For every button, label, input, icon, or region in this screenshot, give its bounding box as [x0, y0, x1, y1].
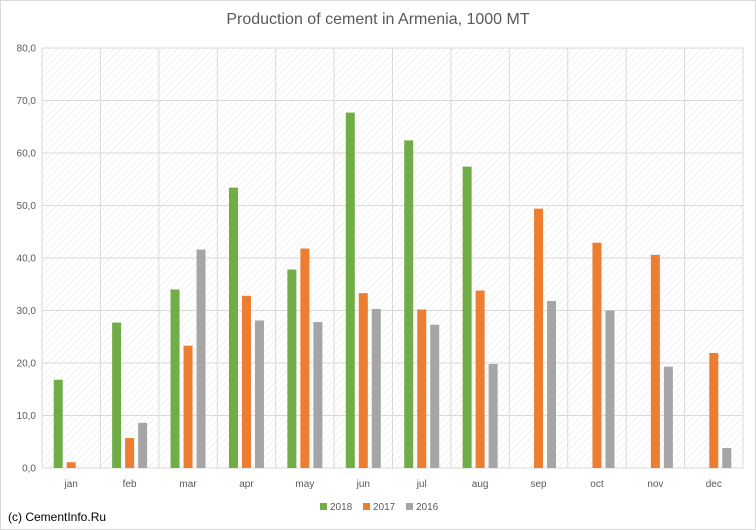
legend-label-2017: 2017	[373, 502, 396, 513]
y-tick-label: 10,0	[17, 411, 37, 422]
legend-swatch-2017	[363, 503, 370, 510]
bar-2017-nov	[650, 254, 660, 468]
bar-2018-may	[287, 269, 297, 468]
bar-2017-aug	[475, 290, 485, 468]
bar-2016-sep	[547, 301, 557, 468]
bar-2017-jun	[358, 293, 368, 468]
legend-label-2018: 2018	[330, 502, 353, 513]
x-tick-label: jan	[64, 479, 78, 490]
legend: 2018 2017 2016	[320, 502, 439, 513]
bar-2018-jul	[404, 140, 414, 468]
source-credit: (c) CementInfo.Ru	[8, 510, 107, 524]
bar-2016-mar	[196, 249, 206, 468]
bar-2017-may	[300, 248, 310, 468]
gridlines	[41, 47, 744, 469]
bar-2016-oct	[605, 310, 615, 468]
x-tick-label: jun	[356, 479, 370, 490]
bar-2017-oct	[592, 242, 602, 468]
bar-2018-jan	[53, 379, 63, 468]
bar-2017-feb	[125, 438, 135, 468]
bar-2016-aug	[488, 364, 498, 468]
bar-2017-jul	[417, 309, 427, 468]
x-tick-label: jul	[416, 479, 427, 490]
bar-2018-apr	[228, 187, 238, 468]
x-tick-label: apr	[239, 479, 254, 490]
bar-2017-apr	[241, 295, 251, 468]
x-tick-label: aug	[472, 479, 489, 490]
bar-2016-jun	[371, 308, 381, 468]
bar-2017-mar	[183, 345, 193, 468]
bar-2018-aug	[462, 166, 472, 468]
y-tick-label: 20,0	[17, 359, 37, 370]
y-tick-label: 80,0	[17, 44, 37, 55]
bars	[53, 112, 732, 468]
bar-2016-dec	[722, 448, 732, 468]
x-tick-label: may	[295, 479, 314, 490]
y-tick-label: 0,0	[22, 464, 36, 475]
x-tick-label: feb	[123, 479, 137, 490]
legend-label-2016: 2016	[416, 502, 439, 513]
y-tick-label: 70,0	[17, 96, 37, 107]
bar-2018-mar	[170, 289, 180, 468]
bar-2018-feb	[112, 322, 122, 468]
bar-2017-sep	[534, 208, 544, 468]
y-tick-label: 60,0	[17, 149, 37, 160]
x-tick-label: sep	[530, 479, 547, 490]
y-tick-label: 30,0	[17, 306, 37, 317]
y-tick-label: 40,0	[17, 254, 37, 265]
y-tick-label: 50,0	[17, 201, 37, 212]
x-tick-label: mar	[179, 479, 197, 490]
bar-2018-jun	[345, 112, 355, 468]
x-tick-label: dec	[706, 479, 722, 490]
x-tick-label: oct	[590, 479, 604, 490]
bar-2016-may	[313, 322, 323, 468]
legend-swatch-2016	[406, 503, 413, 510]
bar-2016-nov	[663, 366, 673, 468]
chart-title: Production of cement in Armenia, 1000 MT	[226, 11, 530, 28]
y-axis-ticks: 0,0 10,0 20,0 30,0 40,0 50,0 60,0 70,0 80,0	[17, 44, 37, 475]
bar-2017-dec	[709, 353, 719, 468]
x-axis-ticks: jan feb mar apr may jun jul aug sep oct nov dec	[64, 479, 722, 490]
legend-swatch-2018	[320, 503, 327, 510]
bar-2016-jul	[430, 324, 440, 468]
bar-2016-feb	[138, 422, 148, 468]
bar-2017-jan	[66, 462, 76, 468]
x-tick-label: nov	[647, 479, 663, 490]
bar-2016-apr	[254, 320, 264, 468]
